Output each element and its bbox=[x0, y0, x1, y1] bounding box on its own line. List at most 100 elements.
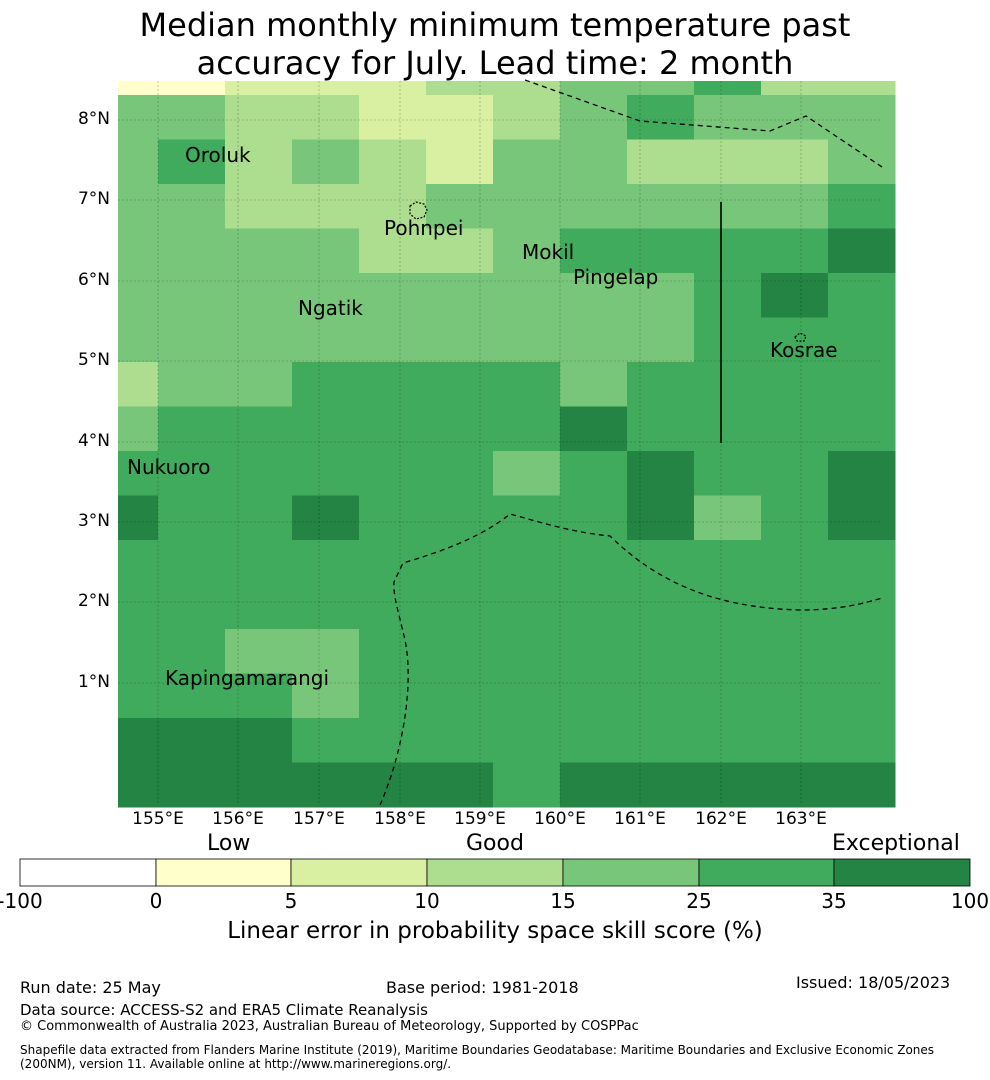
grid-cell bbox=[426, 673, 494, 719]
grid-cell bbox=[426, 540, 494, 585]
grid-cell bbox=[560, 451, 628, 496]
latitude-label: 8°N bbox=[77, 109, 110, 129]
grid-cell bbox=[694, 362, 762, 407]
base-period: Base period: 1981-2018 bbox=[386, 978, 579, 997]
grid-cell bbox=[359, 362, 427, 407]
grid-cell bbox=[118, 81, 159, 96]
grid-cell bbox=[694, 629, 762, 674]
latitude-label: 6°N bbox=[77, 270, 110, 290]
grid-cell bbox=[694, 184, 762, 229]
grid-cell bbox=[627, 81, 695, 96]
grid-cell bbox=[828, 451, 896, 496]
grid-cell bbox=[225, 495, 293, 541]
latitude-label: 5°N bbox=[77, 350, 110, 370]
grid-cell bbox=[158, 95, 226, 140]
pohnpei-outline bbox=[409, 201, 428, 220]
grid-cell bbox=[426, 629, 494, 674]
grid-cell bbox=[761, 139, 829, 185]
category-good: Good bbox=[466, 831, 524, 856]
grid-cell bbox=[694, 317, 762, 363]
grid-cell bbox=[560, 228, 628, 274]
grid-cell bbox=[828, 317, 896, 363]
grid-cell bbox=[158, 451, 226, 496]
grid-cell bbox=[828, 584, 896, 630]
grid-cell bbox=[627, 317, 695, 363]
colorbar-tick-label: 0 bbox=[149, 889, 163, 913]
grid-cell bbox=[761, 362, 829, 407]
grid-cell bbox=[118, 495, 159, 541]
grid-cell bbox=[560, 495, 628, 541]
grid-cell bbox=[359, 184, 427, 229]
grid-cell bbox=[560, 81, 628, 96]
grid-cell bbox=[158, 673, 226, 719]
grid-cell bbox=[627, 95, 695, 140]
grid-cell bbox=[560, 273, 628, 318]
grid-cell bbox=[158, 584, 226, 630]
grid-cell bbox=[292, 540, 360, 585]
grid-cell bbox=[627, 673, 695, 719]
grid-cell bbox=[359, 228, 427, 274]
grid-cell bbox=[225, 762, 293, 808]
grid-cell bbox=[761, 584, 829, 630]
grid-cell bbox=[225, 540, 293, 585]
grid-cell bbox=[292, 362, 360, 407]
title-line-2: accuracy for July. Lead time: 2 month bbox=[196, 44, 794, 82]
longitude-label: 160°E bbox=[534, 809, 586, 829]
longitude-label: 159°E bbox=[454, 809, 506, 829]
map-title: Median monthly minimum temperature past … bbox=[0, 6, 990, 82]
grid-cell bbox=[359, 629, 427, 674]
grid-cell bbox=[560, 139, 628, 185]
grid-cell bbox=[118, 273, 159, 318]
colorbar-segment bbox=[19, 858, 157, 887]
grid-cell bbox=[560, 629, 628, 674]
colorbar-segment bbox=[833, 858, 971, 887]
grid-cell bbox=[493, 629, 561, 674]
grid-cell bbox=[828, 629, 896, 674]
grid-cell bbox=[426, 718, 494, 763]
grid-cell bbox=[761, 629, 829, 674]
grid-cell bbox=[694, 139, 762, 185]
longitude-label: 155°E bbox=[132, 809, 184, 829]
grid-cell bbox=[426, 584, 494, 630]
category-exceptional: Exceptional bbox=[832, 831, 960, 856]
grid-cell bbox=[158, 362, 226, 407]
grid-cell bbox=[761, 95, 829, 140]
grid-cell bbox=[493, 540, 561, 585]
grid-cell bbox=[694, 406, 762, 452]
grid-cell bbox=[560, 718, 628, 763]
grid-cell bbox=[560, 406, 628, 452]
grid-cell bbox=[225, 273, 293, 318]
colorbar bbox=[19, 858, 971, 887]
grid-cell bbox=[694, 495, 762, 541]
grid-cell bbox=[493, 95, 561, 140]
colorbar-tick-label: 15 bbox=[550, 889, 576, 913]
colorbar-tick-label: 5 bbox=[284, 889, 298, 913]
grid-cell bbox=[359, 273, 427, 318]
grid-cell bbox=[359, 406, 427, 452]
grid-cell bbox=[158, 139, 226, 185]
place-label: Kosrae bbox=[770, 338, 838, 362]
grid-cell bbox=[560, 540, 628, 585]
island-outlines bbox=[409, 201, 807, 342]
place-label: Pohnpei bbox=[384, 216, 464, 240]
grid-cell bbox=[118, 95, 159, 140]
grid-cell bbox=[828, 762, 896, 808]
grid-cell bbox=[493, 362, 561, 407]
grid-cell bbox=[493, 406, 561, 452]
grid-cell bbox=[292, 673, 360, 719]
place-label: Mokil bbox=[522, 240, 575, 264]
grid-cell bbox=[292, 273, 360, 318]
grid-cell bbox=[292, 629, 360, 674]
grid-cell bbox=[828, 718, 896, 763]
grid-cell bbox=[426, 139, 494, 185]
grid-cell bbox=[560, 584, 628, 630]
colorbar-tick-label: 35 bbox=[821, 889, 847, 913]
kosrae-outline bbox=[794, 332, 807, 342]
colorbar-tick-label: 10 bbox=[414, 889, 440, 913]
grid-cell bbox=[292, 81, 360, 96]
grid-cell bbox=[359, 718, 427, 763]
grid-cell bbox=[426, 95, 494, 140]
grid-cell bbox=[627, 718, 695, 763]
grid-cell bbox=[158, 495, 226, 541]
grid-cell bbox=[292, 495, 360, 541]
